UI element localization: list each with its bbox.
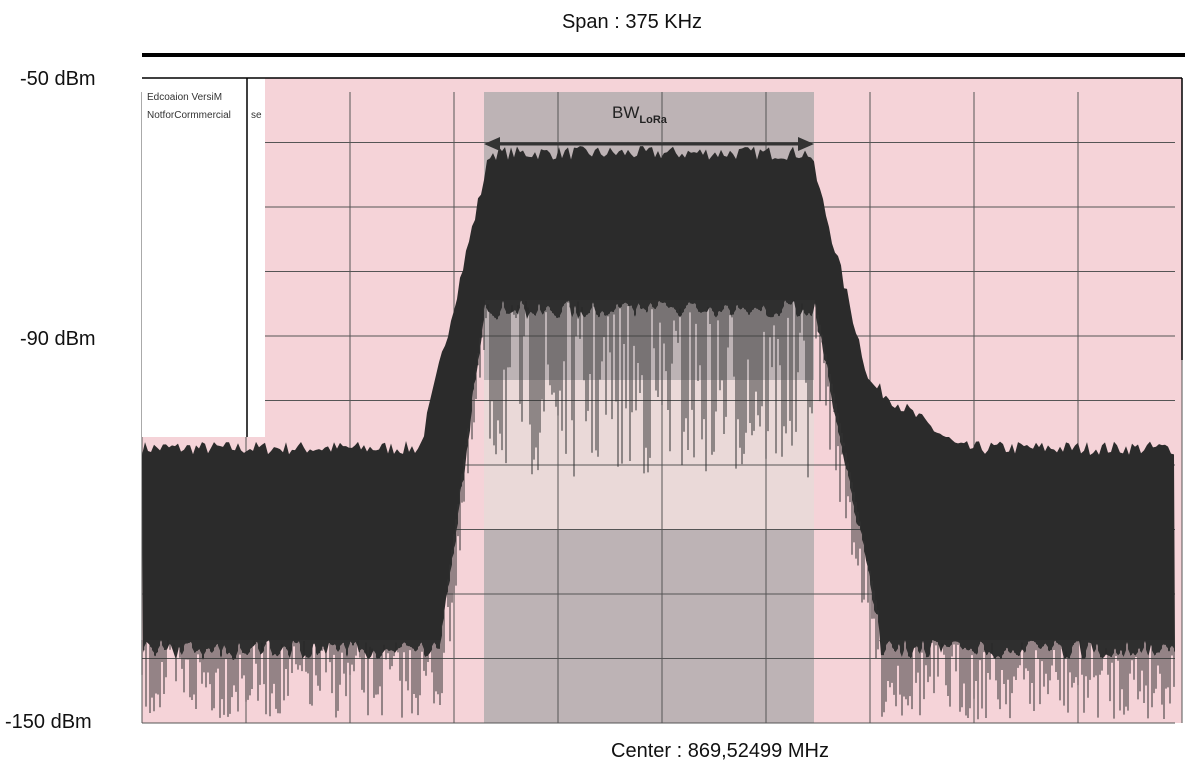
center-label: Center : 869,52499 MHz xyxy=(611,740,829,762)
span-label: Span : 375 KHz xyxy=(562,11,702,33)
y-label-top: -50 dBm xyxy=(20,68,96,90)
y-label-bottom: -150 dBm xyxy=(5,711,92,733)
watermark-line: Edcoaion VersiM xyxy=(147,92,222,103)
bw-annotation: BWLoRa xyxy=(612,103,668,126)
spectrum-body xyxy=(142,146,1175,660)
bw-main: BW xyxy=(612,103,639,122)
arrow-head xyxy=(798,137,814,151)
watermark-box xyxy=(142,78,265,437)
bw-sub: LoRa xyxy=(639,114,667,126)
arrow-head xyxy=(484,137,500,151)
y-label-mid: -90 dBm xyxy=(20,328,96,350)
watermark-tail: se xyxy=(251,110,262,121)
watermark-line: NotforCormmercial xyxy=(147,110,231,121)
inner-region xyxy=(484,380,814,530)
spectrum-trace xyxy=(141,146,1175,720)
